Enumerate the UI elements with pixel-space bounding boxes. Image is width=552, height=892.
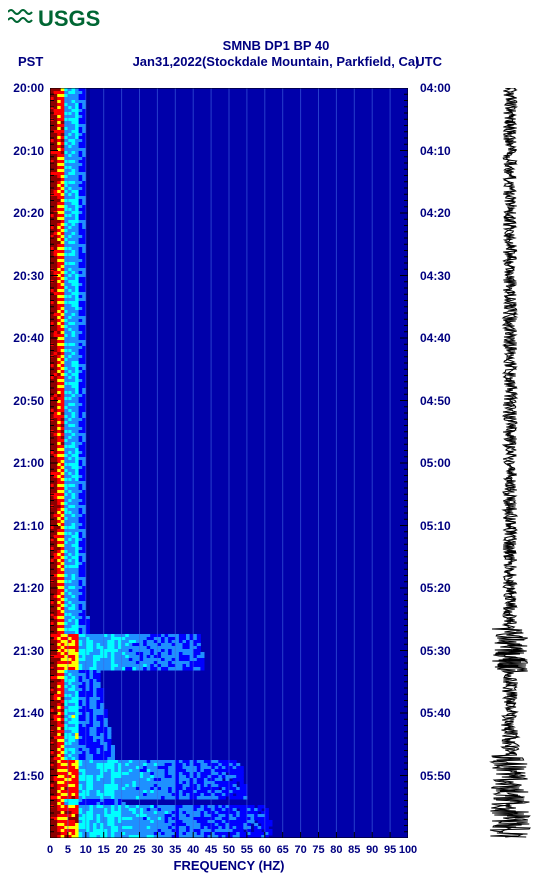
y-left-tick: 21:10 [13,519,44,533]
y-right-tick: 05:00 [420,456,451,470]
x-tick: 90 [366,844,378,856]
y-right-tick: 04:00 [420,81,451,95]
x-tick: 30 [151,844,163,856]
chart-title: SMNB DP1 BP 40 [0,38,552,53]
x-tick: 15 [98,844,110,856]
spectrogram-plot [50,88,408,838]
x-tick: 75 [312,844,324,856]
y-left-tick: 21:30 [13,644,44,658]
y-right-tick: 04:10 [420,144,451,158]
y-left-tick: 21:20 [13,581,44,595]
y-right-tick: 04:50 [420,394,451,408]
y-left-tick: 20:20 [13,206,44,220]
logo-wave-icon [8,6,34,32]
y-left-tick: 20:10 [13,144,44,158]
y-right-tick: 05:50 [420,769,451,783]
right-tz-label: UTC [415,54,442,69]
x-tick: 80 [330,844,342,856]
y-right-tick: 05:20 [420,581,451,595]
x-tick: 85 [348,844,360,856]
x-axis-label: FREQUENCY (HZ) [50,858,408,873]
usgs-logo: USGS [8,6,100,32]
x-tick: 5 [65,844,71,856]
x-tick: 50 [223,844,235,856]
x-tick: 35 [169,844,181,856]
y-left-tick: 20:40 [13,331,44,345]
x-tick: 20 [115,844,127,856]
x-tick: 25 [133,844,145,856]
logo-text: USGS [38,6,100,32]
y-right-tick: 04:30 [420,269,451,283]
y-right-tick: 04:20 [420,206,451,220]
y-axis-left-pst: 20:0020:1020:2020:3020:4020:5021:0021:10… [6,88,46,838]
x-tick: 0 [47,844,53,856]
waveform-trace [488,88,532,838]
y-left-tick: 21:40 [13,706,44,720]
x-tick: 100 [399,844,417,856]
x-tick: 70 [294,844,306,856]
x-tick: 60 [259,844,271,856]
y-left-tick: 21:00 [13,456,44,470]
y-right-tick: 05:40 [420,706,451,720]
y-right-tick: 04:40 [420,331,451,345]
x-tick: 40 [187,844,199,856]
x-tick: 55 [241,844,253,856]
x-tick: 10 [80,844,92,856]
x-tick: 65 [277,844,289,856]
chart-subtitle: Jan31,2022(Stockdale Mountain, Parkfield… [0,54,552,69]
y-left-tick: 21:50 [13,769,44,783]
y-axis-right-utc: 04:0004:1004:2004:3004:4004:5005:0005:10… [418,88,458,838]
y-left-tick: 20:30 [13,269,44,283]
y-left-tick: 20:50 [13,394,44,408]
y-left-tick: 20:00 [13,81,44,95]
y-right-tick: 05:10 [420,519,451,533]
y-right-tick: 05:30 [420,644,451,658]
x-tick: 95 [384,844,396,856]
x-tick: 45 [205,844,217,856]
